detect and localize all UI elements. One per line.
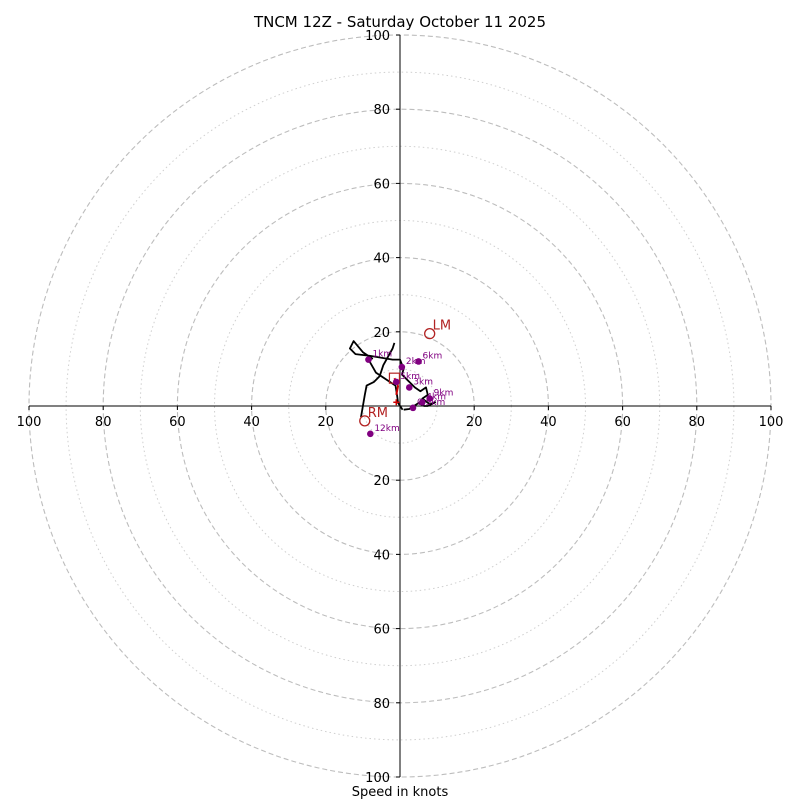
y-tick-label: 20	[373, 326, 390, 341]
y-tick-label: 60	[373, 177, 390, 192]
storm-motion-label: LM	[433, 319, 451, 334]
height-markers: 0.5km1km2km3km4km5km6km9km12km	[365, 350, 453, 438]
y-tick-label: 100	[365, 771, 390, 786]
height-marker-dot	[405, 384, 413, 391]
inflow-vector	[395, 385, 400, 396]
hodograph-trace-segment	[360, 342, 396, 418]
chart-title: TNCM 12Z - Saturday October 11 2025	[253, 13, 546, 31]
x-tick-label: 100	[17, 415, 42, 430]
x-tick-label: 20	[466, 415, 483, 430]
height-marker-dot	[392, 378, 400, 386]
height-marker-label: 1km	[372, 350, 392, 360]
height-marker-dot	[409, 404, 417, 412]
height-marker-dot	[426, 395, 433, 402]
y-tick-label: 80	[373, 103, 390, 118]
x-tick-label: 60	[614, 415, 631, 430]
storm-motion-marker	[424, 328, 436, 340]
y-tick-label: 40	[373, 252, 390, 267]
storm-motion-label: RM	[368, 406, 388, 421]
y-tick-label: 20	[373, 474, 390, 489]
x-tick-label: 60	[169, 415, 186, 430]
y-tick-label: 40	[373, 548, 390, 563]
hodograph-trace	[348, 340, 437, 411]
x-axis-label: Speed in knots	[352, 785, 449, 800]
height-marker-label: 12km	[374, 424, 399, 434]
x-tick-label: 80	[689, 415, 706, 430]
height-marker-label: 3km	[413, 377, 433, 387]
height-marker-label: 0.5km	[417, 398, 445, 408]
y-tick-label: 80	[373, 697, 390, 712]
x-tick-label: 40	[540, 415, 557, 430]
height-marker-label: 9km	[434, 389, 454, 399]
storm-motion-marker	[359, 415, 371, 427]
storm-motion-markers: LM RM	[359, 319, 451, 427]
height-marker-label: 4km	[426, 392, 446, 402]
x-tick-label: 100	[759, 415, 784, 430]
y-tick-label: 100	[365, 29, 390, 44]
corfidi-marker	[393, 399, 400, 406]
height-marker-dot	[418, 398, 426, 406]
height-marker-dot	[398, 363, 406, 371]
height-marker-dot	[365, 356, 372, 363]
height-marker-label: 6km	[423, 351, 443, 361]
hodograph-traces	[348, 340, 437, 418]
x-tick-label: 20	[318, 415, 335, 430]
height-marker-dot	[415, 358, 422, 365]
x-tick-label: 40	[243, 415, 260, 430]
y-tick-label: 60	[373, 623, 390, 638]
x-tick-label: 80	[95, 415, 112, 430]
tick-labels: 100 80 60 40 20 20 40 60 80 100 100 80 60 40 20 20 40 60 8…	[17, 29, 784, 786]
height-marker-dot	[367, 430, 374, 438]
height-marker-label: 5km	[400, 372, 420, 382]
